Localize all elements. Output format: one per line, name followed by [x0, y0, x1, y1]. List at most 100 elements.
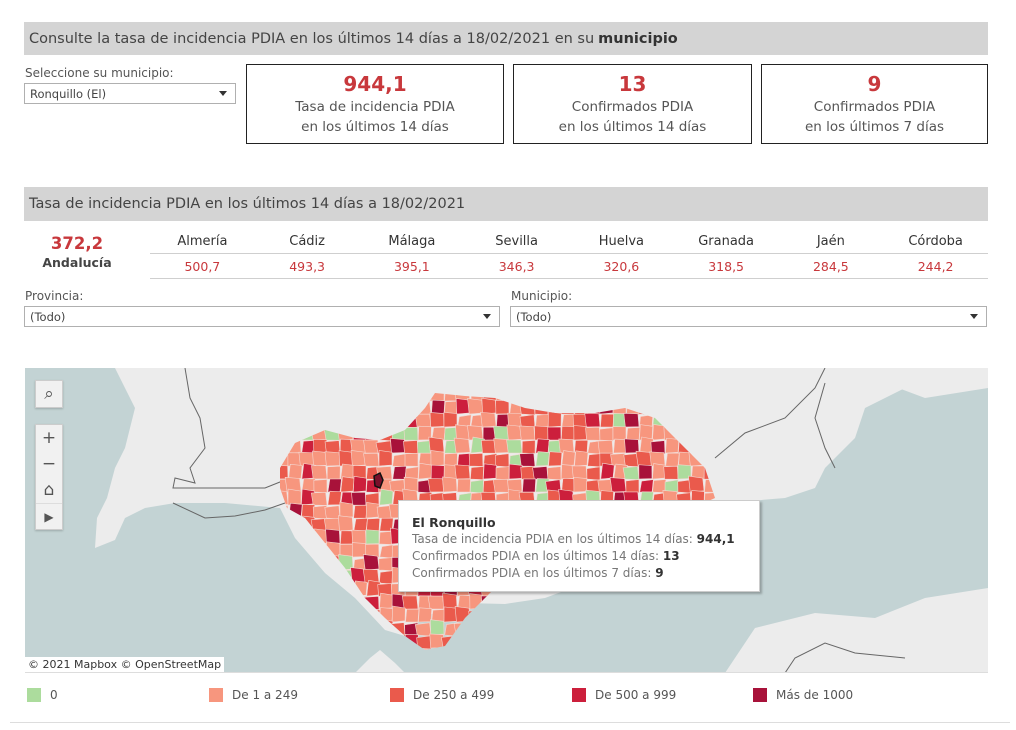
municipality-cell[interactable]	[288, 621, 303, 636]
municipality-cell[interactable]	[598, 647, 614, 661]
municipality-cell[interactable]	[480, 609, 497, 624]
municipality-cell[interactable]	[392, 453, 407, 468]
municipality-cell[interactable]	[639, 608, 654, 623]
municipality-cell[interactable]	[427, 478, 445, 493]
municipality-cell[interactable]	[350, 450, 367, 467]
municipality-cell[interactable]	[548, 620, 563, 636]
municipality-cell[interactable]	[454, 464, 471, 480]
municipality-cell[interactable]	[495, 399, 510, 415]
municipality-cell[interactable]	[287, 544, 302, 559]
municipality-cell[interactable]	[418, 607, 432, 623]
municipality-cell[interactable]	[688, 475, 705, 493]
municipality-cell[interactable]	[651, 621, 666, 636]
municipality-cell[interactable]	[454, 606, 471, 623]
municipality-cell[interactable]	[470, 466, 484, 480]
municipality-cell[interactable]	[674, 646, 692, 661]
municipality-cell[interactable]	[337, 515, 354, 532]
municipality-cell[interactable]	[323, 634, 341, 649]
municipality-cell[interactable]	[390, 438, 406, 454]
municipality-cell[interactable]	[482, 479, 497, 494]
municipality-cell[interactable]	[378, 450, 393, 467]
municipality-cell[interactable]	[417, 440, 432, 455]
municipality-cell[interactable]	[561, 621, 575, 636]
municipality-cell[interactable]	[574, 622, 589, 636]
municipality-cell[interactable]	[688, 621, 705, 636]
municipality-cell[interactable]	[301, 635, 316, 649]
municipality-cell[interactable]	[521, 440, 536, 454]
municipality-cell[interactable]	[276, 569, 290, 584]
municipality-cell[interactable]	[404, 452, 419, 467]
municipality-cell[interactable]	[522, 634, 536, 649]
municipality-cell[interactable]	[600, 462, 615, 480]
municipality-cell[interactable]	[312, 450, 328, 467]
municipality-cell[interactable]	[483, 463, 497, 480]
municipality-cell[interactable]	[573, 425, 588, 441]
municipality-cell[interactable]	[704, 595, 717, 610]
municipality-cell[interactable]	[610, 618, 627, 636]
municipality-cell[interactable]	[677, 479, 692, 494]
municipality-cell[interactable]	[545, 634, 562, 649]
municipality-cell[interactable]	[428, 648, 445, 662]
municipality-cell[interactable]	[365, 543, 380, 558]
municipality-cell[interactable]	[340, 609, 355, 623]
municipality-cell[interactable]	[287, 488, 302, 506]
municipality-cell[interactable]	[453, 622, 471, 637]
legend-item[interactable]: De 250 a 499	[390, 688, 494, 702]
municipality-cell[interactable]	[624, 438, 640, 454]
home-icon[interactable]: ⌂	[43, 480, 55, 500]
municipality-cell[interactable]	[403, 426, 419, 441]
municipality-cell[interactable]	[430, 619, 445, 636]
play-icon[interactable]: ▶	[36, 503, 62, 529]
municipality-cell[interactable]	[637, 594, 653, 610]
municipality-cell[interactable]	[691, 632, 706, 649]
municipality-cell[interactable]	[298, 607, 315, 623]
municipality-cell[interactable]	[546, 596, 562, 611]
municipality-cell[interactable]	[443, 452, 458, 467]
municipality-cell[interactable]	[626, 634, 640, 649]
municipality-cell[interactable]	[494, 609, 510, 624]
municipality-cell[interactable]	[664, 648, 679, 662]
municipality-cell[interactable]	[573, 477, 588, 493]
municipality-cell[interactable]	[532, 621, 549, 636]
municipality-cell[interactable]	[649, 596, 666, 611]
municipality-cell[interactable]	[560, 607, 575, 623]
municipality-cell[interactable]	[598, 635, 614, 650]
legend-item[interactable]: Más de 1000	[753, 688, 853, 702]
municipality-cell[interactable]	[273, 632, 289, 649]
municipality-cell[interactable]	[586, 618, 601, 636]
municipality-cell[interactable]	[300, 595, 315, 610]
municipality-cell[interactable]	[519, 425, 536, 441]
municipality-cell[interactable]	[495, 466, 510, 481]
municipality-cell[interactable]	[573, 634, 588, 649]
municipality-cell[interactable]	[401, 595, 419, 610]
municipality-cell[interactable]	[665, 437, 680, 454]
municipality-cell[interactable]	[678, 632, 693, 649]
municipality-cell[interactable]	[639, 479, 654, 494]
municipality-cell[interactable]	[651, 647, 666, 661]
municipality-cell[interactable]	[301, 581, 316, 597]
municipality-cell[interactable]	[599, 607, 614, 623]
municipality-cell[interactable]	[286, 594, 302, 610]
municipality-cell[interactable]	[597, 439, 614, 454]
municipality-cell[interactable]	[310, 635, 328, 650]
municipality-cell[interactable]	[548, 608, 563, 623]
municipality-cell[interactable]	[340, 647, 355, 661]
municipality-cell[interactable]	[389, 648, 406, 661]
municipality-cell[interactable]	[427, 595, 445, 610]
municipality-cell[interactable]	[609, 477, 627, 493]
municipality-cell[interactable]	[287, 647, 302, 661]
municipality-cell[interactable]	[300, 570, 315, 584]
municipality-cell[interactable]	[703, 621, 717, 636]
provincia-filter[interactable]: (Todo)	[24, 306, 500, 327]
municipality-cell[interactable]	[416, 635, 432, 650]
municipality-cell[interactable]	[378, 635, 393, 650]
municipality-cell[interactable]	[467, 646, 484, 661]
municipality-cell[interactable]	[313, 580, 328, 597]
municipality-cell[interactable]	[468, 609, 484, 624]
municipality-cell[interactable]	[508, 619, 523, 636]
municipality-cell[interactable]	[339, 501, 354, 519]
municipality-cell[interactable]	[534, 425, 549, 441]
municipality-cell[interactable]	[625, 607, 640, 623]
municipality-cell[interactable]	[378, 557, 393, 572]
municipality-cell[interactable]	[378, 531, 393, 545]
